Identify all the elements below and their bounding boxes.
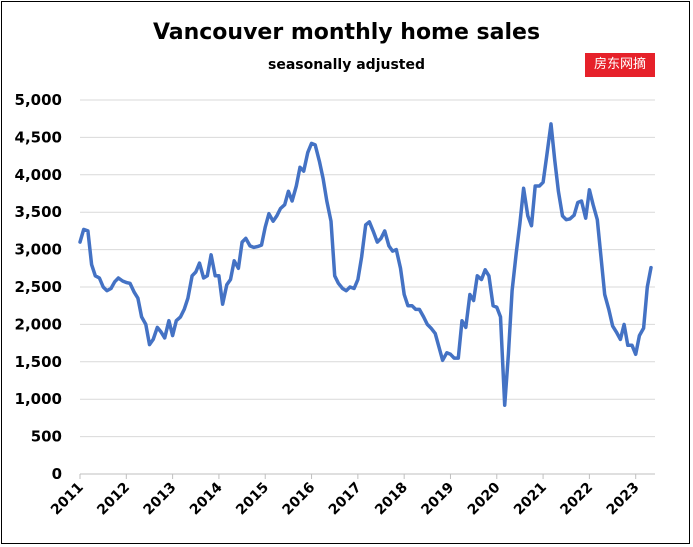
chart-subtitle: seasonally adjusted	[267, 57, 425, 73]
y-tick-label: 3,000	[15, 241, 62, 259]
y-tick-label: 5,000	[15, 91, 62, 109]
x-tick-label: 2022	[557, 480, 596, 519]
series-line	[78, 122, 653, 407]
x-tick-label: 2018	[372, 480, 411, 519]
x-tick-label: 2019	[418, 480, 457, 519]
watermark-badge: 房东网摘	[585, 53, 655, 77]
y-tick-label: 4,500	[15, 128, 62, 146]
y-tick-label: 500	[31, 428, 62, 446]
x-axis-ticks: 2011 2012 2013 2014 2015 2016 2017 2018 2019 2020…	[48, 479, 643, 518]
y-tick-label: 3,500	[15, 203, 62, 221]
x-tick-label: 2011	[48, 480, 87, 519]
x-tick-label: 2017	[326, 480, 365, 519]
x-tick-label: 2013	[141, 480, 180, 519]
x-tick-label: 2012	[94, 480, 133, 519]
y-tick-label: 4,000	[15, 166, 62, 184]
x-tick-label: 2021	[511, 480, 550, 519]
x-tick-label: 2015	[233, 480, 272, 519]
gridlines	[80, 99, 655, 438]
y-tick-label: 1,000	[15, 390, 62, 408]
x-tick-label: 2023	[604, 480, 643, 519]
axes	[79, 473, 655, 479]
y-tick-label: 1,500	[15, 353, 62, 371]
x-tick-label: 2014	[187, 479, 226, 518]
chart-title: Vancouver monthly home sales	[152, 20, 541, 45]
y-axis-ticks: 0 500 1,000 1,500 2,000 2,500 3,000 3,500 4,000 4…	[15, 91, 62, 483]
y-tick-label: 2,000	[15, 315, 62, 333]
x-tick-label: 2016	[280, 480, 319, 519]
y-tick-label: 0	[52, 465, 62, 483]
series-layer	[78, 122, 653, 407]
x-tick-label: 2020	[465, 479, 504, 518]
y-tick-label: 2,500	[15, 278, 62, 296]
